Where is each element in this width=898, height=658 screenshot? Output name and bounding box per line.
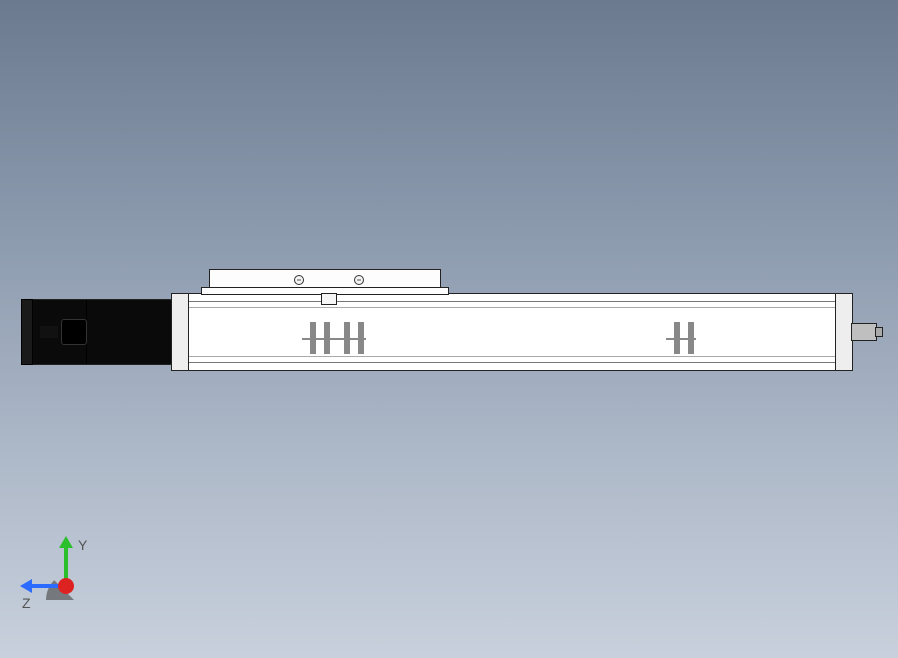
rail-right-cap [836,294,852,370]
shaft-stub-tip [876,328,882,336]
rail-bot-inner-line-2 [172,356,852,357]
cad-viewport[interactable]: Y Z [0,0,898,658]
rail-body [172,294,852,370]
motor-slot [62,320,86,344]
motor-slot-inner [40,326,58,338]
carriage-screw-1 [294,275,304,285]
motor-panel-line [86,300,87,364]
rail-top-inner-line-2 [172,307,852,308]
rail-bot-inner-line [172,362,852,363]
z-axis-label: Z [22,596,31,610]
rail-left-cap [172,294,188,370]
y-axis-arrowhead-icon [59,536,73,548]
view-orientation-gizmo[interactable]: Y Z [28,540,98,610]
carriage-screw-2 [354,275,364,285]
carriage-stem [322,294,336,304]
linear-actuator-model [0,0,898,658]
x-axis-origin-icon [58,578,74,594]
z-axis-arrowhead-icon [20,579,32,593]
sensor-crossbar [302,338,366,340]
shaft-stub [852,324,876,340]
y-axis-label: Y [78,538,87,552]
motor-end-band [22,300,32,364]
rail-top-inner-line [172,301,852,302]
sensor-crossbar [666,338,696,340]
